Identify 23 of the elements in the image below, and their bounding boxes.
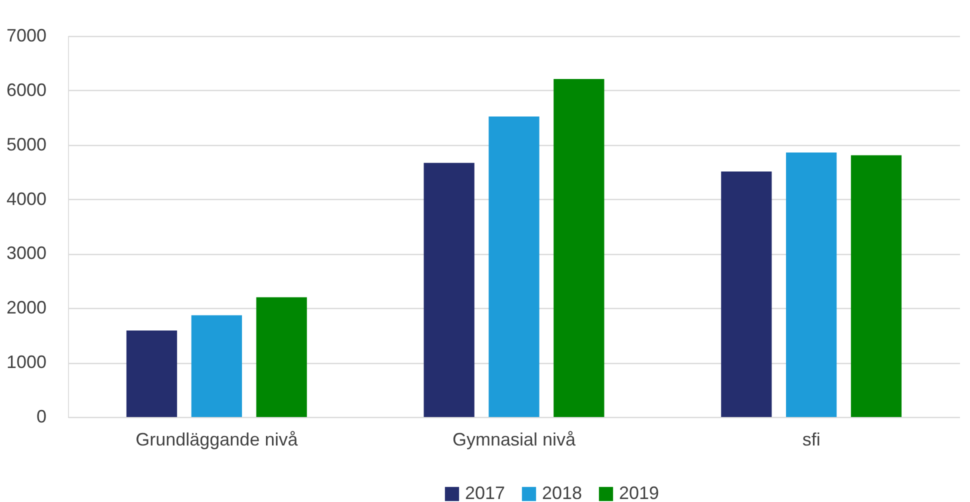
bar [191, 315, 242, 417]
y-tick-label: 5000 [6, 134, 46, 154]
legend-label: 2018 [542, 483, 582, 502]
x-tick-label: sfi [802, 430, 820, 450]
bar [488, 116, 540, 417]
y-tick-label: 1000 [6, 352, 46, 372]
y-tick-label: 4000 [6, 188, 46, 209]
y-tick-label: 2000 [6, 298, 46, 318]
x-tick-label: Gymnasial nivå [452, 430, 577, 450]
bar [256, 297, 307, 417]
x-tick-label: Grundläggande nivå [136, 430, 299, 450]
bar [126, 330, 178, 417]
bar [721, 172, 772, 417]
legend-label: 2017 [465, 483, 506, 502]
y-tick-label: 3000 [6, 243, 46, 264]
bar [786, 152, 837, 417]
legend-label: 2019 [619, 483, 660, 502]
y-tick-label: 7000 [6, 26, 46, 46]
bar [424, 162, 474, 417]
bar [850, 155, 902, 417]
y-tick-label: 6000 [6, 80, 46, 100]
bar [554, 79, 604, 417]
y-tick-label: 0 [36, 406, 46, 426]
